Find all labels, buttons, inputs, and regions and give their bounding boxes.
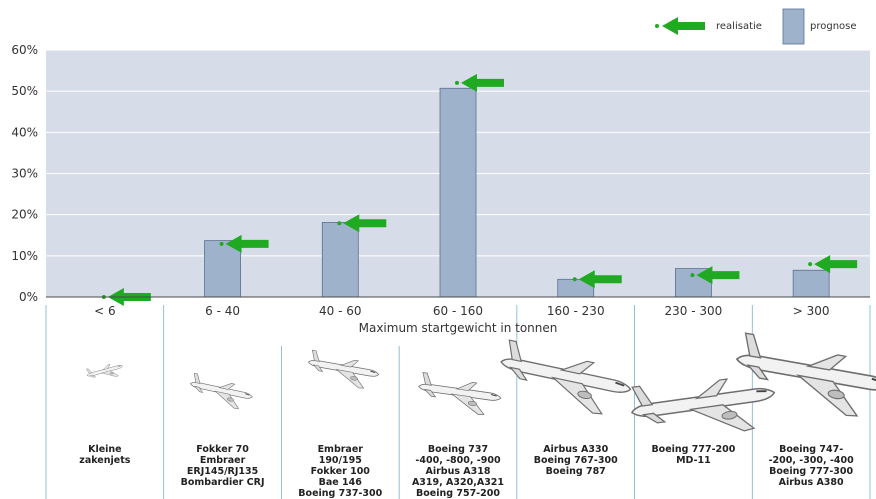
aircraft-group-label: Embraer [318, 444, 364, 455]
aircraft-group-label: Boeing 747- [779, 444, 843, 455]
legend-prognose-swatch [782, 8, 805, 45]
prognose-bar [204, 240, 241, 298]
x-category-label: 40 - 60 [319, 304, 362, 318]
aircraft-group-label: Kleine [88, 444, 122, 455]
aircraft-illustration-icon [735, 332, 876, 417]
aircraft-illustration-icon [86, 363, 123, 378]
aircraft-group-label: Boeing 777-200 [651, 444, 735, 455]
legend-prognose-label: prognose [810, 21, 857, 32]
aircraft-group-label: Fokker 70 [196, 444, 249, 455]
aircraft-group-label: Fokker 100 [311, 466, 371, 477]
y-tick-label: 30% [11, 167, 38, 181]
aircraft-group-label: Boeing 737-300 [298, 488, 382, 499]
aircraft-group-label: Airbus A330 [543, 444, 608, 455]
x-category-label: > 300 [793, 304, 830, 318]
prognose-bar [792, 269, 830, 298]
prognose-bar [439, 87, 477, 298]
aircraft-group-label: ERJ145/RJ135 [187, 466, 258, 477]
y-tick-label: 20% [11, 208, 38, 222]
x-category-label: 230 - 300 [665, 304, 723, 318]
aircraft-illustration-icon [418, 372, 502, 415]
y-tick-label: 60% [11, 43, 38, 57]
x-category-label: 60 - 160 [433, 304, 483, 318]
realisatie-marker [690, 266, 740, 285]
realisatie-marker [337, 214, 387, 233]
x-category-label: 160 - 230 [547, 304, 605, 318]
x-axis-title: Maximum startgewicht in tonnen [359, 321, 558, 335]
x-category-label: 6 - 40 [205, 304, 240, 318]
realisatie-marker [808, 255, 858, 274]
aircraft-group-label: -400, -800, -900 [415, 455, 501, 466]
realisatie-marker [572, 270, 622, 289]
aircraft-group-label: Boeing 777-300 [769, 466, 853, 477]
x-category-label: < 6 [94, 304, 116, 318]
y-tick-label: 40% [11, 125, 38, 139]
aircraft-group-label: 190/195 [319, 455, 362, 466]
aircraft-illustration-icon [307, 349, 380, 389]
prognose-bar [321, 222, 359, 298]
aircraft-group-label: Airbus A318 [425, 466, 490, 477]
aircraft-group-label: Airbus A380 [779, 477, 844, 488]
aircraft-group-label: Embraer [200, 455, 246, 466]
aircraft-illustrations [86, 332, 876, 432]
y-tick-label: 0% [19, 290, 38, 304]
aircraft-group-label: zakenjets [79, 455, 130, 466]
aircraft-group-label: A319, A320,A321 [412, 477, 504, 488]
aircraft-group-label: Bae 146 [319, 477, 363, 488]
aircraft-illustration-icon [500, 339, 632, 415]
realisatie-marker [219, 234, 269, 253]
y-axis-tick-labels: 0% 10% 20% 30% 40% 50% 60% [11, 43, 38, 304]
aircraft-group-label: -200, -300, -400 [769, 455, 855, 466]
aircraft-group-label: Bombardier CRJ [181, 477, 265, 488]
y-tick-label: 50% [11, 84, 38, 98]
x-axis: < 6 6 - 40 40 - 60 60 - 160 160 - 230 230 - 3… [45, 296, 871, 499]
aircraft-group-label: Boeing 787 [546, 466, 606, 477]
aircraft-group-label: Boeing 737 [428, 444, 488, 455]
aircraft-group-label: MD-11 [676, 455, 711, 466]
aircraft-illustration-icon [630, 378, 776, 432]
aircraft-group-label: Boeing 757-200 [416, 488, 500, 499]
legend-realisatie-marker-icon [655, 17, 705, 35]
aircraft-group-label: Boeing 767-300 [534, 455, 618, 466]
legend: realisatie prognose [655, 8, 857, 45]
y-tick-label: 10% [11, 249, 38, 263]
legend-realisatie-label: realisatie [716, 21, 762, 32]
realisatie-marker [455, 73, 504, 92]
aircraft-illustration-icon [189, 372, 253, 409]
